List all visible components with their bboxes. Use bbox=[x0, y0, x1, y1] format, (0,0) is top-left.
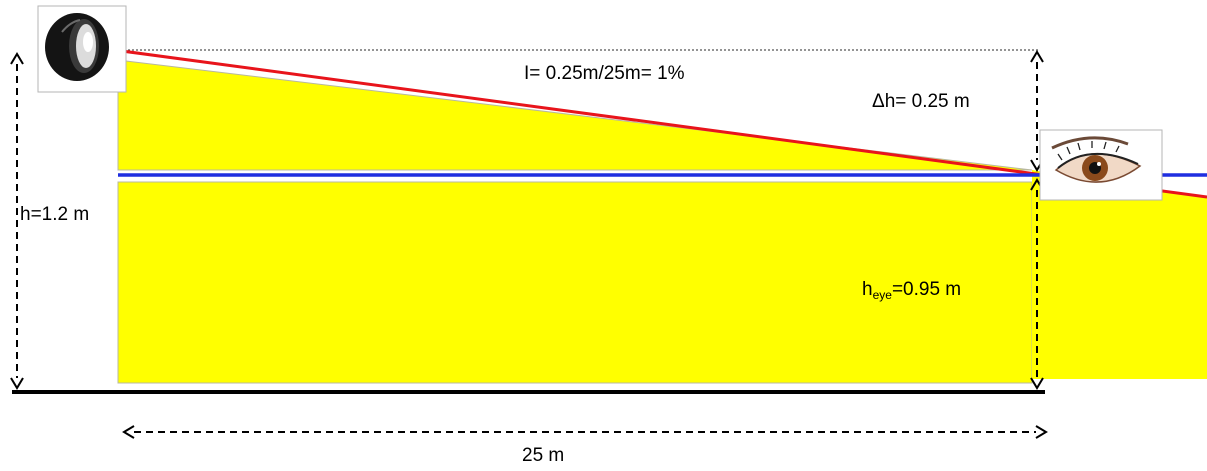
eye-icon bbox=[1039, 129, 1163, 201]
lamp-height-label: h=1.2 m bbox=[20, 204, 90, 225]
eye-height-subscript: eye bbox=[872, 288, 892, 302]
eye-height-symbol: h bbox=[862, 279, 873, 300]
distance-label: 25 m bbox=[522, 445, 565, 466]
distance-arrow bbox=[122, 425, 1048, 439]
delta-h-label: Δh= 0.25 m bbox=[872, 91, 970, 112]
beam-line bbox=[106, 47, 1207, 199]
lower-area bbox=[117, 181, 1033, 384]
lamp-height-arrow bbox=[10, 52, 24, 390]
inclination-label: I= 0.25m/25m= 1% bbox=[524, 63, 685, 84]
eye-height-value: =0.95 m bbox=[891, 279, 962, 300]
headlamp-icon bbox=[37, 5, 127, 93]
eye-height-label: heye=0.95 m bbox=[862, 280, 961, 301]
right-area bbox=[1032, 170, 1207, 379]
